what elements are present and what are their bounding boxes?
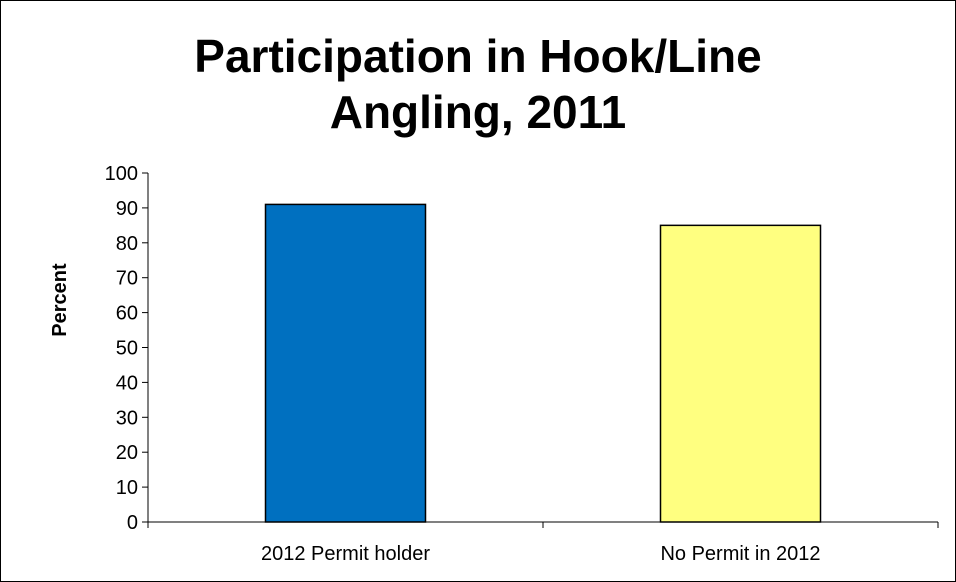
x-category-label: 2012 Permit holder (261, 543, 430, 565)
y-tick-label: 60 (116, 303, 138, 325)
y-tick-label: 50 (116, 338, 138, 360)
y-tick-label: 40 (116, 372, 138, 394)
y-tick-label: 70 (116, 268, 138, 290)
y-axis-label: Percent (49, 263, 71, 337)
bar (264, 203, 427, 523)
y-tick-label: 90 (116, 198, 138, 220)
chart-title-line-2: Angling, 2011 (329, 86, 627, 138)
y-tick-label: 80 (116, 233, 138, 255)
y-tick-label: 30 (116, 407, 138, 429)
y-tick-label: 10 (116, 477, 138, 499)
y-tick-label: 20 (116, 442, 138, 464)
y-tick-label: 100 (105, 163, 138, 185)
y-tick-label: 0 (127, 512, 138, 534)
chart-title: Participation in Hook/Line Angling, 2011 (0, 28, 956, 140)
plot-area: 0 10 20 30 40 50 60 70 80 90 100 2012 Permit holder… (105, 163, 939, 565)
chart-title-line-1: Participation in Hook/Line (194, 30, 762, 82)
x-category-label: No Permit in 2012 (660, 543, 820, 565)
bar (659, 224, 822, 523)
